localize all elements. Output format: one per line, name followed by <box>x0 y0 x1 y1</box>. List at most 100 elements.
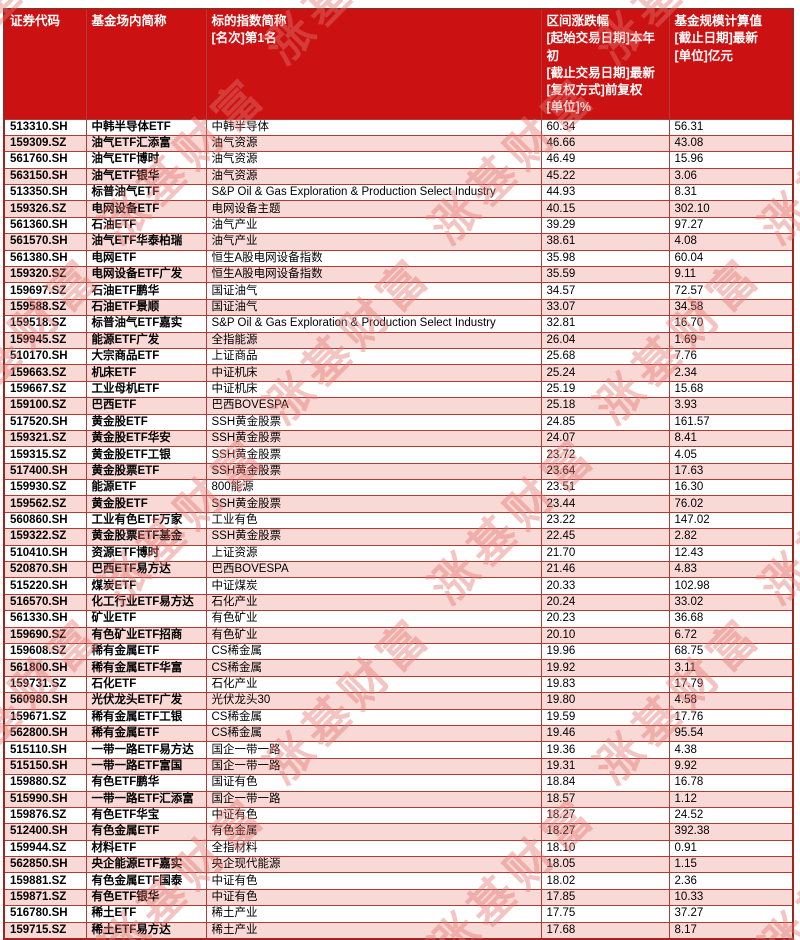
cell-index_name: 国证油气 <box>205 282 542 300</box>
cell-name: 黄金股ETF <box>85 413 207 431</box>
cell-change: 23.51 <box>540 479 670 497</box>
cell-change: 40.15 <box>540 200 670 218</box>
cell-code: 515990.SH <box>3 790 87 808</box>
cell-code: 561800.SH <box>3 659 87 677</box>
table-row: 516570.SH 化工行业ETF易方达 石化产业 20.24 33.02 <box>3 593 794 612</box>
cell-aum: 56.31 <box>668 118 794 136</box>
cell-aum: 2.34 <box>668 364 794 382</box>
cell-name: 油气ETF华泰柏瑞 <box>85 233 207 251</box>
cell-code: 516780.SH <box>3 905 87 923</box>
cell-change: 46.49 <box>540 151 670 169</box>
cell-index_name: 光伏龙头30 <box>205 692 542 710</box>
cell-index_name: SSH黄金股票 <box>205 429 542 448</box>
table-row: 563150.SH 油气ETF银华 油气资源 45.22 3.06 <box>3 167 794 186</box>
cell-change: 19.80 <box>540 692 670 710</box>
cell-name: 稀有金属ETF华富 <box>85 659 207 677</box>
cell-name: 石化ETF <box>85 675 207 694</box>
cell-code: 560980.SH <box>3 692 87 710</box>
cell-aum: 34.58 <box>668 298 794 317</box>
cell-change: 44.93 <box>540 184 670 202</box>
cell-name: 有色ETF银华 <box>85 888 207 907</box>
cell-index_name: SSH黄金股票 <box>205 528 542 546</box>
table-row: 560980.SH 光伏龙头ETF广发 光伏龙头30 19.80 4.58 <box>3 692 794 710</box>
cell-aum: 68.75 <box>668 642 794 661</box>
table-row: 159588.SZ 石油ETF景顺 国证油气 33.07 34.58 <box>3 298 794 317</box>
cell-index_name: 国企一带一路 <box>205 741 542 759</box>
cell-name: 电网设备ETF <box>85 200 207 218</box>
cell-change: 19.46 <box>540 724 670 743</box>
cell-aum: 3.06 <box>668 167 794 186</box>
table-row: 515110.SH 一带一路ETF易方达 国企一带一路 19.36 4.38 <box>3 741 794 759</box>
cell-index_name: 全指能源 <box>205 331 542 349</box>
cell-aum: 95.54 <box>668 724 794 743</box>
cell-aum: 17.79 <box>668 675 794 694</box>
cell-change: 20.24 <box>540 593 670 612</box>
cell-name: 机床ETF <box>85 364 207 382</box>
cell-change: 23.22 <box>540 511 670 530</box>
cell-code: 159518.SZ <box>3 315 87 333</box>
cell-code: 159562.SZ <box>3 495 87 513</box>
cell-code: 159309.SZ <box>3 134 87 153</box>
cell-change: 23.64 <box>540 462 670 481</box>
cell-change: 17.68 <box>540 921 670 940</box>
cell-aum: 8.31 <box>668 184 794 202</box>
cell-code: 159322.SZ <box>3 528 87 546</box>
cell-index_name: 有色矿业 <box>205 610 542 628</box>
cell-code: 159880.SZ <box>3 774 87 792</box>
table-row: 159322.SZ 黄金股票ETF基金 SSH黄金股票 22.45 2.82 <box>3 528 794 546</box>
cell-code: 159945.SZ <box>3 331 87 349</box>
cell-name: 稀土ETF易方达 <box>85 921 207 940</box>
cell-index_name: 国证油气 <box>205 298 542 317</box>
cell-code: 159697.SZ <box>3 282 87 300</box>
cell-aum: 161.57 <box>668 413 794 431</box>
cell-change: 25.18 <box>540 397 670 415</box>
cell-index_name: 油气资源 <box>205 151 542 169</box>
cell-aum: 2.82 <box>668 528 794 546</box>
cell-aum: 15.68 <box>668 380 794 399</box>
cell-index_name: 国企一带一路 <box>205 757 542 776</box>
cell-change: 24.85 <box>540 413 670 431</box>
cell-change: 35.59 <box>540 266 670 284</box>
cell-aum: 17.63 <box>668 462 794 481</box>
cell-name: 能源ETF广发 <box>85 331 207 349</box>
cell-code: 159608.SZ <box>3 642 87 661</box>
table-row: 520870.SH 巴西ETF易方达 巴西BOVESPA 21.46 4.83 <box>3 561 794 579</box>
column-header-aum: 基金规模计算值 [截止日期]最新 [单位]亿元 <box>668 8 794 120</box>
cell-name: 稀有金属ETF <box>85 724 207 743</box>
cell-name: 一带一路ETF易方达 <box>85 741 207 759</box>
cell-index_name: 稀土产业 <box>205 905 542 923</box>
table-row: 159731.SZ 石化ETF 石化产业 19.83 17.79 <box>3 675 794 694</box>
cell-index_name: 中证机床 <box>205 380 542 399</box>
cell-aum: 15.96 <box>668 151 794 169</box>
cell-code: 159663.SZ <box>3 364 87 382</box>
cell-code: 159588.SZ <box>3 298 87 317</box>
cell-name: 标普油气ETF <box>85 184 207 202</box>
cell-aum: 3.11 <box>668 659 794 677</box>
cell-aum: 4.08 <box>668 233 794 251</box>
table-row: 159715.SZ 稀土ETF易方达 稀土产业 17.68 8.17 <box>3 921 794 940</box>
cell-change: 35.98 <box>540 249 670 268</box>
cell-name: 油气ETF博时 <box>85 151 207 169</box>
table-row: 561380.SH 电网ETF 恒生A股电网设备指数 35.98 60.04 <box>3 249 794 268</box>
cell-change: 19.31 <box>540 757 670 776</box>
cell-index_name: 油气产业 <box>205 216 542 235</box>
table-row: 159518.SZ 标普油气ETF嘉实 S&P Oil & Gas Explorat… <box>3 315 794 333</box>
cell-name: 煤炭ETF <box>85 577 207 595</box>
table-row: 159880.SZ 有色ETF鹏华 国证有色 18.84 16.78 <box>3 774 794 792</box>
cell-aum: 8.41 <box>668 429 794 448</box>
cell-name: 能源ETF <box>85 479 207 497</box>
cell-code: 561570.SH <box>3 233 87 251</box>
cell-aum: 16.30 <box>668 479 794 497</box>
cell-index_name: 上证资源 <box>205 544 542 563</box>
cell-change: 18.27 <box>540 806 670 825</box>
table-row: 561760.SH 油气ETF博时 油气资源 46.49 15.96 <box>3 151 794 169</box>
cell-index_name: 电网设备主题 <box>205 200 542 218</box>
cell-code: 159320.SZ <box>3 266 87 284</box>
table-row: 513310.SH 中韩半导体ETF 中韩半导体 60.34 56.31 <box>3 118 794 136</box>
cell-aum: 12.43 <box>668 544 794 563</box>
cell-change: 60.34 <box>540 118 670 136</box>
cell-name: 黄金股ETF华安 <box>85 429 207 448</box>
table-row: 159321.SZ 黄金股ETF华安 SSH黄金股票 24.07 8.41 <box>3 429 794 448</box>
cell-name: 有色ETF鹏华 <box>85 774 207 792</box>
table-row: 159562.SZ 黄金股ETF SSH黄金股票 23.44 76.02 <box>3 495 794 513</box>
